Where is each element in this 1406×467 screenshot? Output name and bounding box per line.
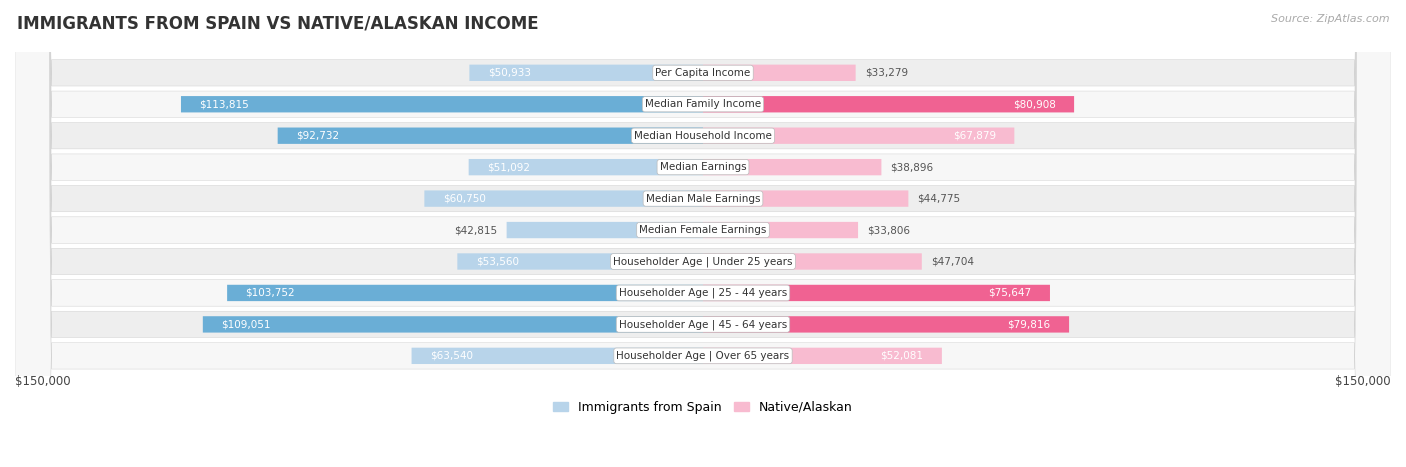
FancyBboxPatch shape [703, 285, 1050, 301]
Text: $113,815: $113,815 [200, 99, 249, 109]
FancyBboxPatch shape [703, 222, 858, 238]
Text: $33,806: $33,806 [868, 225, 910, 235]
Text: $51,092: $51,092 [486, 162, 530, 172]
Text: Median Earnings: Median Earnings [659, 162, 747, 172]
Text: Householder Age | 25 - 44 years: Householder Age | 25 - 44 years [619, 288, 787, 298]
FancyBboxPatch shape [15, 0, 1391, 467]
Text: $103,752: $103,752 [246, 288, 295, 298]
FancyBboxPatch shape [277, 127, 703, 144]
Text: $52,081: $52,081 [880, 351, 924, 361]
Text: Householder Age | Over 65 years: Householder Age | Over 65 years [616, 351, 790, 361]
FancyBboxPatch shape [15, 0, 1391, 467]
FancyBboxPatch shape [703, 191, 908, 207]
FancyBboxPatch shape [470, 64, 703, 81]
Text: Source: ZipAtlas.com: Source: ZipAtlas.com [1271, 14, 1389, 24]
FancyBboxPatch shape [703, 316, 1069, 333]
FancyBboxPatch shape [703, 253, 922, 269]
FancyBboxPatch shape [228, 285, 703, 301]
FancyBboxPatch shape [15, 0, 1391, 467]
Text: Per Capita Income: Per Capita Income [655, 68, 751, 78]
Text: $80,908: $80,908 [1012, 99, 1056, 109]
Text: Median Household Income: Median Household Income [634, 131, 772, 141]
Text: Median Female Earnings: Median Female Earnings [640, 225, 766, 235]
Text: Median Male Earnings: Median Male Earnings [645, 194, 761, 204]
FancyBboxPatch shape [15, 0, 1391, 467]
Text: $79,816: $79,816 [1008, 319, 1050, 329]
FancyBboxPatch shape [425, 191, 703, 207]
FancyBboxPatch shape [15, 0, 1391, 467]
Text: $92,732: $92,732 [297, 131, 339, 141]
FancyBboxPatch shape [15, 0, 1391, 467]
Text: Median Family Income: Median Family Income [645, 99, 761, 109]
FancyBboxPatch shape [703, 64, 856, 81]
FancyBboxPatch shape [15, 0, 1391, 467]
Text: $44,775: $44,775 [918, 194, 960, 204]
FancyBboxPatch shape [703, 347, 942, 364]
Text: $67,879: $67,879 [953, 131, 995, 141]
FancyBboxPatch shape [202, 316, 703, 333]
FancyBboxPatch shape [703, 159, 882, 175]
Text: $50,933: $50,933 [488, 68, 530, 78]
FancyBboxPatch shape [15, 0, 1391, 467]
Text: $150,000: $150,000 [1336, 375, 1391, 389]
Text: $33,279: $33,279 [865, 68, 908, 78]
Text: $47,704: $47,704 [931, 256, 974, 267]
FancyBboxPatch shape [15, 0, 1391, 467]
Text: $109,051: $109,051 [221, 319, 271, 329]
Text: Householder Age | 45 - 64 years: Householder Age | 45 - 64 years [619, 319, 787, 330]
FancyBboxPatch shape [703, 96, 1074, 113]
Text: $60,750: $60,750 [443, 194, 485, 204]
FancyBboxPatch shape [703, 127, 1014, 144]
FancyBboxPatch shape [181, 96, 703, 113]
Text: $63,540: $63,540 [430, 351, 472, 361]
Text: Householder Age | Under 25 years: Householder Age | Under 25 years [613, 256, 793, 267]
FancyBboxPatch shape [506, 222, 703, 238]
Text: IMMIGRANTS FROM SPAIN VS NATIVE/ALASKAN INCOME: IMMIGRANTS FROM SPAIN VS NATIVE/ALASKAN … [17, 14, 538, 32]
Text: $53,560: $53,560 [475, 256, 519, 267]
Text: $42,815: $42,815 [454, 225, 498, 235]
FancyBboxPatch shape [468, 159, 703, 175]
Legend: Immigrants from Spain, Native/Alaskan: Immigrants from Spain, Native/Alaskan [548, 396, 858, 418]
Text: $38,896: $38,896 [890, 162, 934, 172]
FancyBboxPatch shape [15, 0, 1391, 467]
Text: $75,647: $75,647 [988, 288, 1032, 298]
Text: $150,000: $150,000 [15, 375, 70, 389]
FancyBboxPatch shape [412, 347, 703, 364]
FancyBboxPatch shape [457, 253, 703, 269]
